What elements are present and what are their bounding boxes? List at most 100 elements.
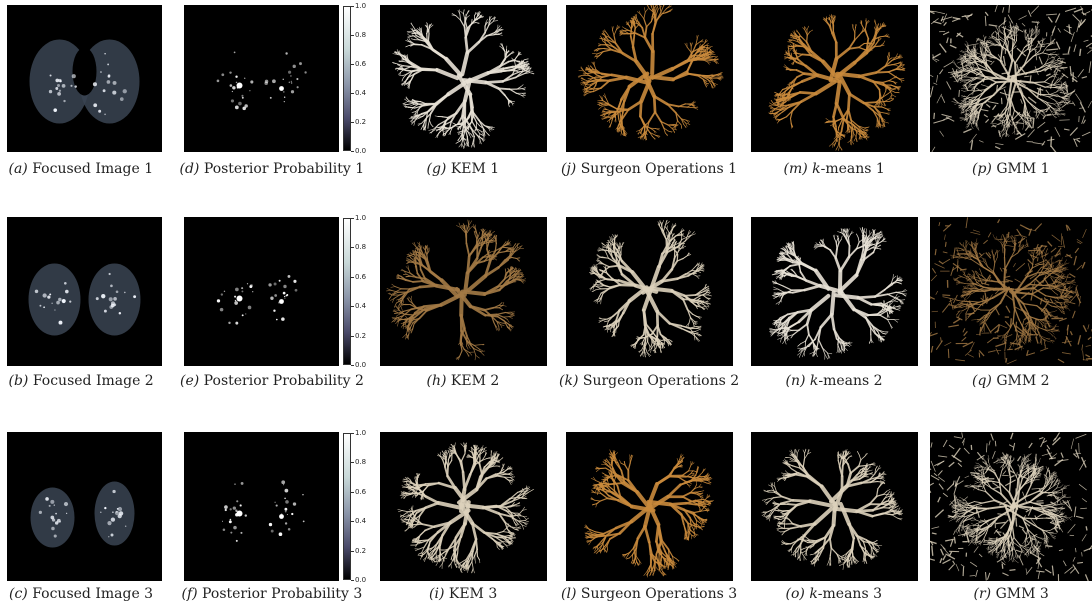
- colorbar-tick-mark: [351, 122, 354, 123]
- caption-label: (d): [179, 161, 200, 177]
- colorbar-tick-label: 0.6: [355, 272, 367, 281]
- colorbar-tick-mark: [351, 462, 354, 464]
- colorbar-tick-mark: [351, 365, 354, 366]
- colorbar-tick-mark: [351, 151, 354, 152]
- focused-image-2: [7, 217, 162, 366]
- caption-label: (b): [8, 373, 29, 389]
- caption-prefix: k: [809, 586, 818, 602]
- caption-label: (j): [561, 161, 577, 177]
- colorbar-tick-label: 0.0: [355, 361, 367, 369]
- colorbar-tick-mark: [351, 550, 354, 552]
- caption-text: Surgeon Operations 3: [576, 586, 738, 602]
- caption-label: (l): [561, 586, 577, 602]
- caption-2-4: (k) Surgeon Operations 2: [559, 373, 739, 389]
- focused-image-1: [7, 5, 162, 152]
- caption-label: (n): [785, 373, 806, 389]
- colorbar-tick-label: 0.8: [355, 458, 367, 467]
- caption-1-6: (p) GMM 1: [972, 161, 1050, 177]
- colorbar-tick-mark: [351, 35, 354, 36]
- colorbar-tick-label: 0.2: [355, 331, 367, 340]
- caption-text: KEM 3: [444, 586, 498, 602]
- kem-render-1: [380, 5, 547, 152]
- kmeans-render-3: [751, 432, 918, 581]
- colorbar-tick-mark: [351, 276, 354, 278]
- caption-label: (i): [429, 586, 445, 602]
- caption-1-4: (j) Surgeon Operations 1: [561, 161, 737, 177]
- colorbar-tick-label: 1.0: [355, 214, 367, 222]
- caption-text: Surgeon Operations 1: [576, 161, 738, 177]
- caption-label: (q): [972, 373, 992, 389]
- caption-text: KEM 2: [446, 373, 500, 389]
- surgeon-operations-render-3: [566, 432, 733, 581]
- colorbar-tick-mark: [351, 6, 354, 7]
- posterior-probability-2: [184, 217, 339, 366]
- caption-text: KEM 1: [446, 161, 500, 177]
- caption-text: Focused Image 2: [28, 373, 154, 389]
- colorbar-tick-label: 0.2: [355, 118, 367, 126]
- caption-text: GMM 1: [991, 161, 1050, 177]
- caption-text: Posterior Probability 3: [197, 586, 363, 602]
- caption-3-4: (l) Surgeon Operations 3: [561, 586, 737, 602]
- caption-1-3: (g) KEM 1: [427, 161, 500, 177]
- colorbar-1: [343, 6, 351, 151]
- colorbar-tick-mark: [351, 580, 354, 581]
- caption-label: (r): [973, 586, 992, 602]
- caption-label: (a): [8, 161, 28, 177]
- caption-1-5: (m) k-means 1: [784, 161, 885, 177]
- colorbar-tick-mark: [351, 335, 354, 337]
- caption-text: GMM 3: [991, 586, 1049, 602]
- colorbar-tick-label: 0.6: [355, 487, 367, 496]
- caption-label: (m): [783, 161, 808, 177]
- colorbar-tick-label: 1.0: [355, 429, 367, 437]
- caption-label: (h): [426, 373, 447, 389]
- kmeans-render-1: [751, 5, 918, 152]
- surgeon-operations-render-2: [566, 217, 733, 366]
- caption-text: -means 2: [818, 373, 883, 389]
- colorbar-tick-label: 0.0: [355, 147, 367, 155]
- colorbar-tick-label: 0.4: [355, 89, 367, 97]
- colorbar-tick-label: 0.8: [355, 31, 367, 39]
- caption-3-1: (c) Focused Image 3: [9, 586, 153, 602]
- kem-render-2: [380, 217, 547, 366]
- caption-3-6: (r) GMM 3: [974, 586, 1049, 602]
- caption-label: (p): [972, 161, 992, 177]
- caption-label: (c): [9, 586, 28, 602]
- posterior-probability-1: [184, 5, 339, 152]
- gmm-render-1: [930, 5, 1092, 152]
- caption-1-1: (a) Focused Image 1: [9, 161, 154, 177]
- kmeans-render-2: [751, 217, 918, 366]
- colorbar-tick-mark: [351, 64, 354, 65]
- colorbar-2: [343, 218, 351, 365]
- caption-2-2: (e) Posterior Probability 2: [180, 373, 364, 389]
- colorbar-tick-mark: [351, 521, 354, 523]
- caption-prefix: k: [809, 373, 819, 389]
- caption-prefix: k: [812, 161, 821, 177]
- colorbar-tick-mark: [351, 247, 354, 249]
- colorbar-3: [343, 433, 351, 580]
- colorbar-tick-label: 0.4: [355, 517, 367, 526]
- caption-2-6: (q) GMM 2: [972, 373, 1050, 389]
- colorbar-tick-label: 0.8: [355, 243, 367, 252]
- colorbar-tick-label: 1.0: [355, 2, 367, 10]
- caption-2-5: (n) k-means 2: [786, 373, 883, 389]
- caption-3-5: (o) k-means 3: [786, 586, 883, 602]
- gmm-render-2: [930, 217, 1092, 366]
- caption-2-1: (b) Focused Image 2: [9, 373, 154, 389]
- caption-3-3: (i) KEM 3: [429, 586, 497, 602]
- caption-label: (f): [181, 586, 198, 602]
- caption-label: (e): [180, 373, 200, 389]
- colorbar-tick-mark: [351, 491, 354, 493]
- caption-label: (g): [426, 161, 447, 177]
- colorbar-tick-mark: [351, 433, 354, 434]
- colorbar-tick-mark: [351, 306, 354, 308]
- colorbar-tick-label: 0.6: [355, 60, 367, 68]
- caption-label: (k): [559, 373, 579, 389]
- caption-text: -means 3: [817, 586, 882, 602]
- caption-text: Focused Image 1: [27, 161, 154, 177]
- kem-render-3: [380, 432, 547, 581]
- focused-image-3: [7, 432, 162, 581]
- caption-2-3: (h) KEM 2: [427, 373, 500, 389]
- colorbar-tick-mark: [351, 93, 354, 94]
- posterior-probability-3: [184, 432, 339, 581]
- colorbar-tick-mark: [351, 218, 354, 219]
